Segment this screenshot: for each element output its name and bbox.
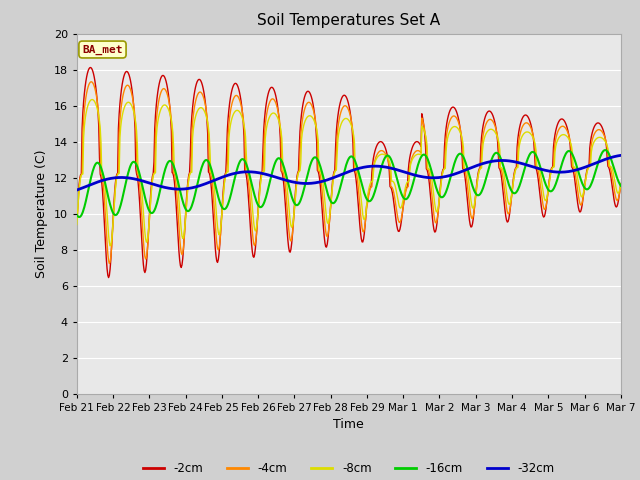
- Title: Soil Temperatures Set A: Soil Temperatures Set A: [257, 13, 440, 28]
- -8cm: [433, 208, 440, 214]
- -16cm: [76, 214, 83, 220]
- Text: BA_met: BA_met: [82, 44, 123, 55]
- X-axis label: Time: Time: [333, 418, 364, 431]
- -32cm: [83, 183, 90, 189]
- -16cm: [617, 183, 625, 189]
- -8cm: [106, 243, 114, 249]
- -32cm: [415, 173, 422, 179]
- -16cm: [195, 176, 202, 182]
- -2cm: [196, 76, 204, 82]
- -4cm: [417, 149, 424, 155]
- -16cm: [416, 157, 424, 163]
- -8cm: [83, 108, 90, 113]
- Legend: -2cm, -4cm, -8cm, -16cm, -32cm: -2cm, -4cm, -8cm, -16cm, -32cm: [138, 457, 559, 480]
- -16cm: [601, 147, 609, 153]
- -8cm: [224, 169, 232, 175]
- -8cm: [73, 222, 81, 228]
- -32cm: [73, 187, 81, 193]
- -2cm: [224, 115, 232, 121]
- -2cm: [140, 268, 148, 274]
- -2cm: [617, 180, 625, 186]
- Y-axis label: Soil Temperature (C): Soil Temperature (C): [35, 149, 48, 278]
- -16cm: [140, 188, 147, 193]
- -4cm: [617, 182, 625, 188]
- -4cm: [87, 79, 95, 84]
- -32cm: [139, 178, 147, 184]
- -16cm: [223, 203, 231, 208]
- -2cm: [73, 218, 81, 224]
- Line: -16cm: -16cm: [77, 150, 621, 217]
- -2cm: [105, 275, 113, 280]
- -4cm: [433, 220, 440, 226]
- -8cm: [417, 152, 424, 157]
- Line: -4cm: -4cm: [77, 82, 621, 264]
- -32cm: [617, 153, 625, 158]
- -8cm: [617, 181, 625, 187]
- -16cm: [84, 192, 92, 197]
- -2cm: [86, 65, 94, 71]
- -2cm: [433, 226, 440, 232]
- -32cm: [194, 183, 202, 189]
- -2cm: [83, 74, 90, 80]
- -4cm: [73, 224, 81, 229]
- -8cm: [88, 96, 96, 102]
- -8cm: [140, 220, 148, 226]
- -4cm: [106, 261, 113, 266]
- -16cm: [431, 182, 439, 188]
- -4cm: [140, 247, 148, 253]
- -4cm: [83, 90, 90, 96]
- Line: -2cm: -2cm: [77, 68, 621, 277]
- -8cm: [196, 106, 204, 111]
- -4cm: [224, 132, 232, 137]
- -2cm: [417, 142, 424, 148]
- -32cm: [431, 175, 438, 180]
- Line: -8cm: -8cm: [77, 99, 621, 246]
- -32cm: [223, 173, 230, 179]
- Line: -32cm: -32cm: [77, 156, 621, 190]
- -4cm: [196, 89, 204, 95]
- -16cm: [73, 212, 81, 217]
